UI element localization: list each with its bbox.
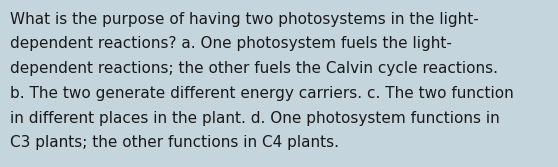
Text: dependent reactions; the other fuels the Calvin cycle reactions.: dependent reactions; the other fuels the…: [10, 61, 498, 76]
Text: in different places in the plant. d. One photosystem functions in: in different places in the plant. d. One…: [10, 111, 500, 126]
Text: C3 plants; the other functions in C4 plants.: C3 plants; the other functions in C4 pla…: [10, 135, 339, 150]
Text: dependent reactions? a. One photosystem fuels the light-: dependent reactions? a. One photosystem …: [10, 36, 452, 51]
Text: b. The two generate different energy carriers. c. The two function: b. The two generate different energy car…: [10, 86, 514, 101]
Text: What is the purpose of having two photosystems in the light-: What is the purpose of having two photos…: [10, 12, 479, 27]
